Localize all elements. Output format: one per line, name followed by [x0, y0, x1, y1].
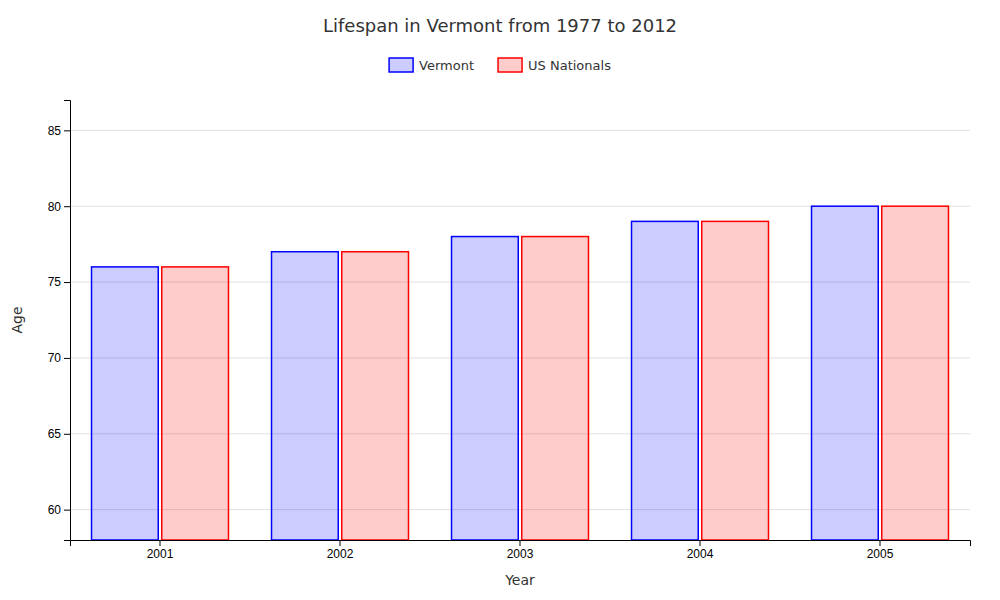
x-tick-mark	[880, 540, 881, 546]
x-tick-mark	[520, 540, 521, 546]
legend-swatch	[498, 58, 522, 72]
y-axis-line	[64, 101, 71, 541]
legend: Vermont US Nationals	[389, 58, 611, 73]
y-tick-label: 70	[48, 351, 62, 365]
bar	[162, 267, 229, 540]
x-tick: 2002	[327, 540, 354, 561]
x-tick: 2004	[687, 540, 714, 561]
grid-line	[70, 130, 970, 131]
x-tick-label: 2001	[147, 547, 174, 561]
y-tick-mark	[64, 510, 70, 511]
x-axis-title: Year	[504, 572, 535, 588]
y-tick-mark	[64, 206, 70, 207]
legend-item: Vermont	[389, 58, 474, 73]
x-tick: 2001	[147, 540, 174, 561]
y-tick-mark	[64, 434, 70, 435]
bar	[632, 221, 699, 540]
y-tick: 75	[48, 275, 70, 289]
x-tick-mark	[340, 540, 341, 546]
chart: 2001 2002 2003 2004 2005 60 65 70 75 80 85 Lifespan…	[0, 0, 1000, 600]
x-tick-label: 2003	[507, 547, 534, 561]
x-tick-label: 2005	[867, 547, 894, 561]
bar-series	[92, 206, 879, 540]
title: Lifespan in Vermont from 1977 to 2012	[323, 15, 677, 36]
bar	[342, 252, 409, 540]
y-tick-label: 85	[48, 124, 62, 138]
legend-swatch	[389, 58, 413, 72]
y-tick: 70	[48, 351, 70, 365]
x-axis-line	[71, 541, 971, 547]
bar	[812, 206, 879, 540]
y-tick-mark	[64, 358, 70, 359]
y-tick-label: 60	[48, 503, 62, 517]
y-tick-label: 75	[48, 275, 62, 289]
x-tick-label: 2004	[687, 547, 714, 561]
legend-label: Vermont	[419, 58, 474, 73]
x-tick: 2003	[507, 540, 534, 561]
bar	[272, 252, 339, 540]
plot: 2001 2002 2003 2004 2005 60 65 70 75 80 85	[48, 101, 971, 561]
y-tick: 60	[48, 503, 70, 517]
y-tick-mark	[64, 282, 70, 283]
x-tick-label: 2002	[327, 547, 354, 561]
bar	[452, 237, 519, 540]
y-tick: 65	[48, 427, 70, 441]
y-axis: 60 65 70 75 80 85	[48, 101, 71, 541]
y-tick-label: 65	[48, 427, 62, 441]
bar	[882, 206, 949, 540]
bar	[522, 237, 589, 540]
y-tick: 85	[48, 124, 70, 138]
y-axis-title: Age	[9, 306, 25, 333]
bar	[702, 221, 769, 540]
bars	[92, 206, 949, 540]
legend-item: US Nationals	[498, 58, 611, 73]
y-tick-mark	[64, 130, 70, 131]
y-tick: 80	[48, 200, 70, 214]
x-tick: 2005	[867, 540, 894, 561]
y-tick-label: 80	[48, 200, 62, 214]
x-tick-mark	[700, 540, 701, 546]
x-tick-mark	[160, 540, 161, 546]
legend-label: US Nationals	[528, 58, 611, 73]
x-axis: 2001 2002 2003 2004 2005	[71, 540, 971, 561]
bar	[92, 267, 159, 540]
bar-series	[162, 206, 949, 540]
